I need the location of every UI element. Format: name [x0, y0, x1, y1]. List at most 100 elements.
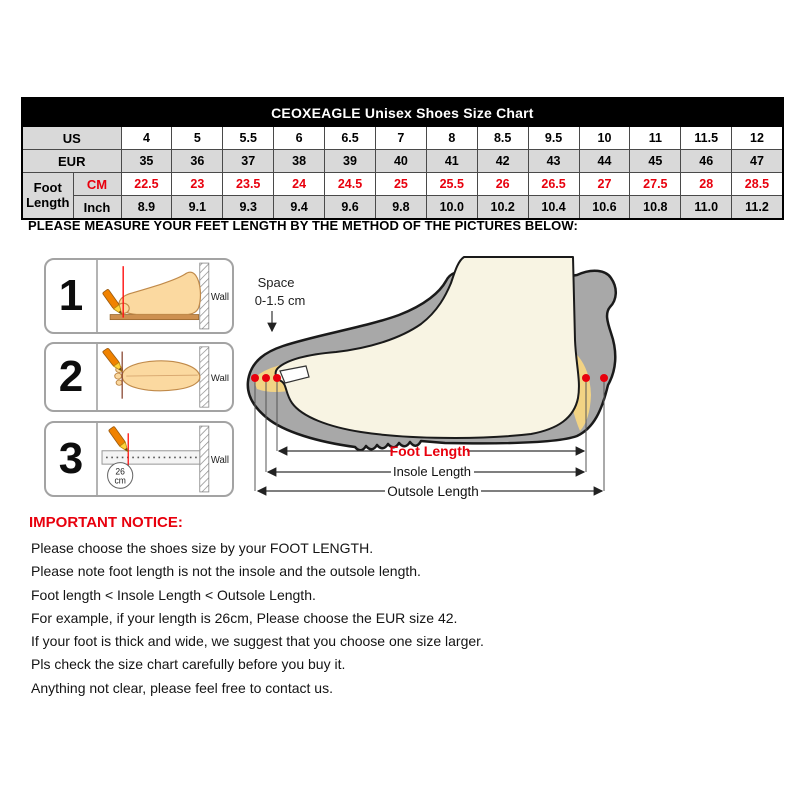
- foot-length-cm-row: Foot Length CM 22.5 23 23.5 24 24.5 25 25.5 26 2…: [21, 172, 784, 220]
- inch-value-cell: 10.4: [527, 195, 580, 220]
- insole-length-label: Insole Length: [393, 464, 471, 479]
- eur-size-cell: 39: [324, 149, 376, 173]
- step-3-number: 3: [46, 423, 98, 495]
- pencil-icon: [101, 347, 126, 374]
- space-range-label: 0-1.5 cm: [255, 293, 306, 308]
- eur-size-cell: 36: [171, 149, 224, 173]
- notice-line: Foot length < Insole Length < Outsole Le…: [31, 586, 316, 603]
- notice-line: Anything not clear, please feel free to …: [31, 679, 333, 696]
- cm-row-label: CM: [72, 172, 122, 196]
- inch-value-cell: 9.1: [171, 195, 224, 220]
- step-3-illustration: 26 cm Wall: [101, 425, 229, 493]
- foot-length-label: Foot Length: [21, 172, 74, 220]
- shoe-measurement-diagram: Space 0-1.5 cm Foot Length Insole Length…: [246, 256, 617, 499]
- inch-value-cell: 10.6: [578, 195, 631, 220]
- inch-value-cell: 11.0: [680, 195, 733, 220]
- wall-label: Wall: [211, 455, 229, 466]
- eur-size-cell: 45: [629, 149, 682, 173]
- foot-midline: [126, 374, 198, 377]
- eur-size-cell: 42: [476, 149, 529, 173]
- important-notice-heading: IMPORTANT NOTICE:: [29, 514, 183, 531]
- eur-size-cell: 41: [425, 149, 478, 173]
- space-label: Space: [258, 275, 295, 290]
- us-size-cell: 9.5: [527, 126, 580, 150]
- table-title-row: CEOXEAGLE Unisex Shoes Size Chart: [21, 97, 784, 127]
- us-size-cell: 10: [578, 126, 631, 150]
- measure-instruction: PLEASE MEASURE YOUR FEET LENGTH BY THE M…: [28, 218, 578, 233]
- eur-size-row: EUR 35 36 37 38 39 40 41 42 43 44 45 46 47: [21, 149, 784, 173]
- table-title: CEOXEAGLE Unisex Shoes Size Chart: [21, 97, 784, 127]
- eur-size-cell: 44: [578, 149, 631, 173]
- wall-label: Wall: [211, 292, 229, 303]
- us-size-cell: 4: [120, 126, 173, 150]
- ruler-mark-value: 26: [115, 466, 125, 476]
- cm-value-cell: 25.5: [425, 172, 478, 196]
- eur-size-cell: 37: [222, 149, 275, 173]
- pencil-icon: [107, 425, 132, 455]
- cm-value-cell: 24: [273, 172, 326, 196]
- eur-size-cell: 47: [731, 149, 784, 173]
- inch-value-cell: 9.6: [324, 195, 376, 220]
- inch-value-cell: 10.8: [629, 195, 682, 220]
- step-1-number: 1: [46, 260, 98, 332]
- cm-value-cell: 27.5: [629, 172, 682, 196]
- us-size-cell: 11.5: [680, 126, 733, 150]
- us-size-cell: 8: [425, 126, 478, 150]
- inch-value-cell: 9.3: [222, 195, 275, 220]
- cm-value-cell: 23: [171, 172, 224, 196]
- notice-line: Pls check the size chart carefully befor…: [31, 656, 346, 673]
- foot-side-view: [118, 271, 202, 316]
- inch-row-label: Inch: [72, 195, 122, 220]
- toe-nail: [279, 365, 310, 384]
- foot-length-label: Foot Length: [390, 443, 471, 459]
- wall-hatch: [199, 262, 210, 330]
- toe: [115, 379, 123, 386]
- cm-value-cell: 22.5: [120, 172, 173, 196]
- eur-size-cell: 40: [374, 149, 427, 173]
- us-size-row: US 4 5 5.5 6 6.5 7 8 8.5 9.5 10 11 11.5 12: [21, 126, 784, 150]
- wall-hatch: [199, 425, 210, 493]
- guide-lines: [254, 382, 605, 491]
- us-size-cell: 12: [731, 126, 784, 150]
- notice-line: Please choose the shoes size by your FOO…: [31, 540, 374, 556]
- inch-value-cell: 10.0: [425, 195, 478, 220]
- dimension-arrows: [256, 311, 604, 496]
- cm-value-cell: 28.5: [731, 172, 784, 196]
- notice-line: If your foot is thick and wide, we sugge…: [31, 633, 484, 650]
- step-1-box: 1 Wall: [44, 258, 234, 334]
- eur-size-cell: 46: [680, 149, 733, 173]
- inch-value-cell: 10.2: [476, 195, 529, 220]
- measurement-dots: [251, 374, 608, 382]
- eur-size-cell: 43: [527, 149, 580, 173]
- step-2-box: 2 Wall: [44, 342, 234, 412]
- eur-size-cell: 35: [120, 149, 173, 173]
- outsole-length-label: Outsole Length: [387, 484, 479, 499]
- step-1-illustration: Wall: [101, 262, 229, 330]
- measurement-callout-circle: [107, 462, 134, 489]
- step-2-number: 2: [46, 344, 98, 410]
- notice-line: Please note foot length is not the insol…: [31, 563, 421, 580]
- us-size-cell: 8.5: [476, 126, 529, 150]
- us-size-cell: 7: [374, 126, 427, 150]
- us-row-label: US: [21, 126, 122, 150]
- cm-value-cell: 25: [374, 172, 427, 196]
- important-notice-list: Please choose the shoes size by your FOO…: [31, 537, 484, 700]
- notice-line: For example, if your length is 26cm, Ple…: [31, 609, 458, 626]
- inch-value-cell: 11.2: [731, 195, 784, 220]
- us-size-cell: 5: [171, 126, 224, 150]
- cm-value-cell: 28: [680, 172, 733, 196]
- step-3-box: 3 26 cm Wall: [44, 421, 234, 497]
- wall-hatch: [199, 346, 210, 408]
- inch-value-cell: 9.4: [273, 195, 326, 220]
- foot-length-inch-row: Inch 8.9 9.1 9.3 9.4 9.6 9.8 10.0 10.2 10.4 10.6 1…: [22, 195, 784, 220]
- us-size-cell: 6: [273, 126, 326, 150]
- ruler: [101, 450, 201, 465]
- foot-and-leg: [274, 256, 580, 439]
- wall-label: Wall: [211, 373, 229, 383]
- cm-value-cell: 26: [476, 172, 529, 196]
- eur-size-cell: 38: [273, 149, 326, 173]
- cm-value-cell: 27: [578, 172, 631, 196]
- us-size-cell: 11: [629, 126, 682, 150]
